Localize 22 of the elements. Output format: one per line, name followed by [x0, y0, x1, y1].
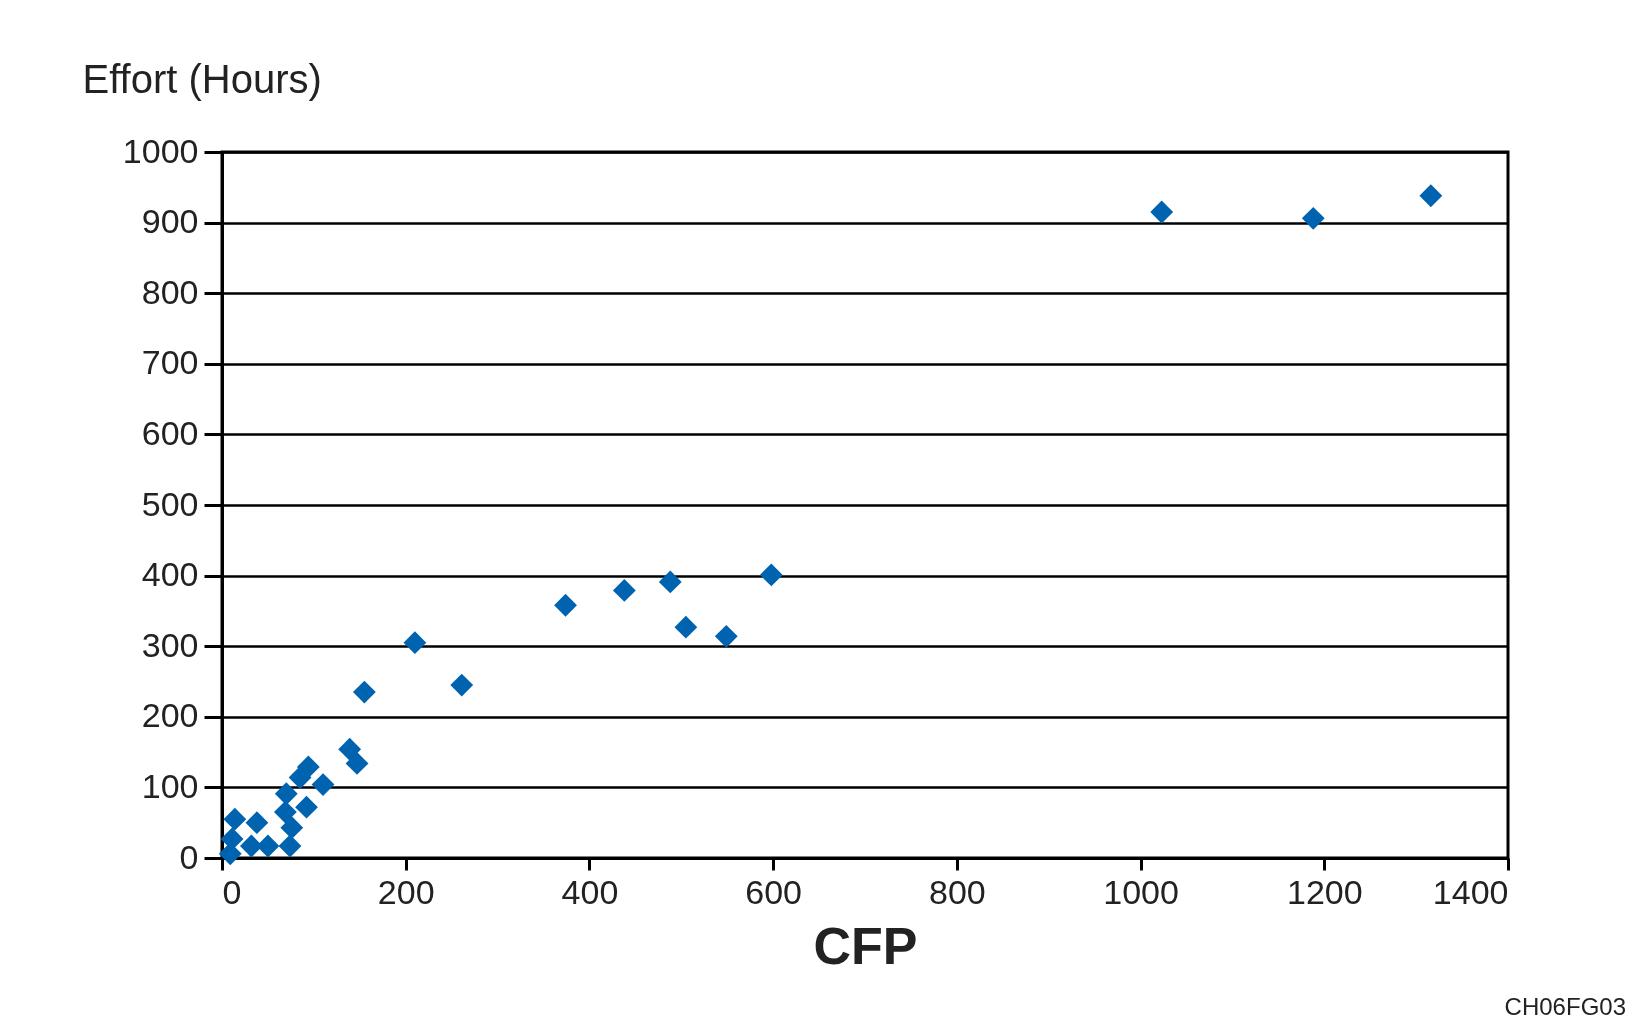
x-axis-title: CFP — [813, 916, 918, 975]
y-tick-label: 900 — [141, 202, 199, 241]
y-tick-label: 600 — [141, 413, 199, 452]
x-tick-label: 1200 — [1286, 872, 1363, 911]
text: CH06FG03 — [1504, 993, 1626, 1020]
y-axis-title: Effort (Hours) — [82, 56, 322, 101]
y-tick-label: 200 — [141, 696, 199, 735]
y-tick-label: 400 — [141, 555, 199, 594]
y-tick-label: 300 — [141, 625, 199, 664]
y-tick-label: 1000 — [122, 131, 199, 170]
y-tick-label: 100 — [141, 766, 199, 805]
x-tick-label: 800 — [928, 872, 986, 911]
x-tick-label: 0 — [222, 872, 242, 911]
y-tick-label: 700 — [141, 343, 199, 382]
x-tick-label: 600 — [745, 872, 803, 911]
x-tick-label: 200 — [377, 872, 435, 911]
x-tick-label: 1000 — [1103, 872, 1179, 911]
y-tick-label: 800 — [141, 272, 199, 311]
y-tick-label: 500 — [141, 484, 199, 523]
x-tick-label: 1400 — [1432, 872, 1509, 911]
x-tick-label: 400 — [561, 872, 619, 911]
y-tick-label: 0 — [179, 837, 199, 876]
